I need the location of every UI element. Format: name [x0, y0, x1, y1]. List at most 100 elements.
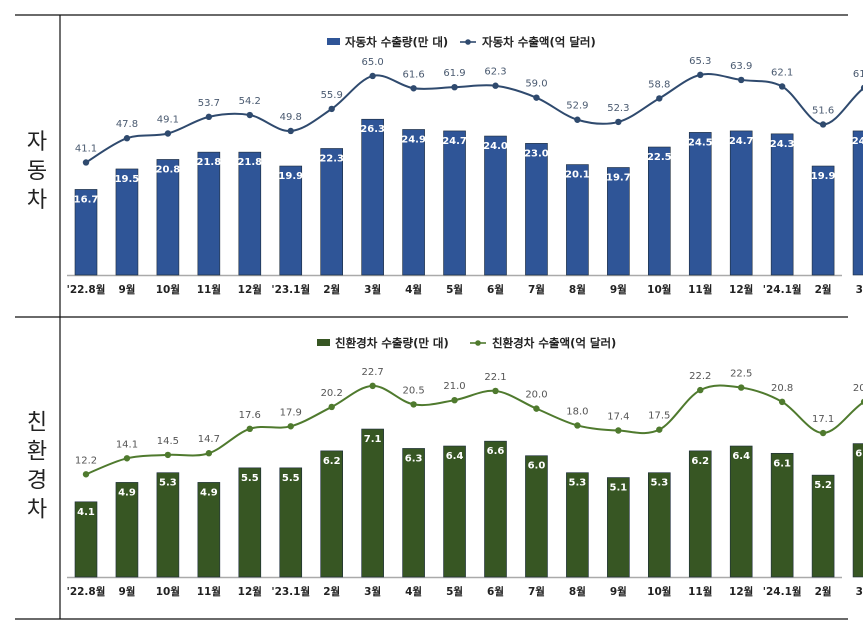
bar-label: 24.7: [852, 136, 863, 147]
bar: [729, 130, 753, 276]
line-point: [451, 396, 458, 404]
line-point: [328, 403, 335, 411]
x-tick-label: 12월: [238, 283, 262, 296]
bar-label: 24.7: [729, 136, 754, 147]
line-label: 20.8: [771, 383, 793, 394]
bar-label: 5.3: [650, 478, 668, 489]
chart-panel-2: 친환경차 4.1 4.9 5.3 4.9 5.5 5.5 6.2 7.1 6.3 6.4 6.6 6.0…: [27, 336, 863, 598]
bar: [647, 472, 671, 578]
bar: [279, 467, 303, 578]
bar-label: 21.8: [237, 157, 262, 168]
x-tick-label: 10월: [647, 585, 671, 598]
bar: [525, 455, 548, 578]
bar: [361, 118, 384, 276]
bar: [688, 450, 712, 578]
line-point: [860, 84, 863, 91]
bar-label: 5.2: [814, 480, 832, 491]
bar-label: 21.8: [197, 157, 222, 168]
line-label: 53.7: [198, 98, 220, 109]
line-label: 17.1: [812, 414, 834, 425]
line-point: [287, 423, 294, 430]
line-label: 52.9: [566, 101, 588, 112]
bar: [852, 443, 863, 578]
line-point: [123, 135, 131, 142]
line-label: 61.7: [853, 69, 863, 80]
line-point: [697, 71, 704, 79]
line-label: 65.3: [689, 56, 711, 67]
line-point: [492, 82, 499, 89]
x-tick-label: 7월: [528, 283, 545, 296]
bar-label: 7.1: [364, 434, 382, 445]
bar: [361, 428, 384, 578]
bar: [238, 151, 262, 276]
line-label: 47.8: [116, 119, 138, 130]
line-label: 22.5: [730, 369, 752, 380]
bar-label: 19.9: [811, 171, 836, 182]
line-point: [656, 95, 663, 102]
bar: [320, 148, 344, 276]
bar-label: 24.7: [442, 136, 467, 147]
line-point: [533, 405, 540, 412]
bar-label: 6.3: [405, 453, 423, 464]
bar-label: 19.5: [115, 174, 140, 185]
x-tick-label: 12월: [238, 585, 262, 598]
bar-label: 24.9: [401, 134, 426, 145]
x-tick-label: 12월: [729, 585, 753, 598]
line-label: 20.8: [853, 383, 863, 394]
x-tick-label: 2월: [815, 585, 832, 598]
bar-label: 23.0: [524, 148, 549, 159]
legend: 친환경차 수출량(만 대) 친환경차 수출액(억 달러): [317, 336, 616, 350]
line-point: [451, 83, 458, 91]
bar: [238, 467, 262, 578]
line-label: 20.0: [525, 390, 547, 401]
x-tick-label: '22.8월: [67, 283, 106, 296]
legend-bar-swatch: [327, 38, 340, 45]
x-tick-label: '24.1월: [763, 283, 802, 296]
line-point: [205, 113, 213, 121]
bar: [279, 165, 303, 276]
line-point: [697, 386, 704, 394]
bar-label: 19.7: [606, 172, 631, 183]
bar: [320, 450, 344, 578]
x-tick-label: 10월: [156, 283, 180, 296]
x-tick-label: '22.8월: [67, 585, 106, 598]
x-tick-label: 8월: [569, 585, 586, 598]
x-tick-label: 11월: [197, 283, 221, 296]
line-point: [246, 425, 253, 433]
line-label: 17.4: [607, 412, 629, 423]
legend-line-marker: [475, 340, 481, 346]
side-label: 친환경차: [27, 411, 47, 523]
legend-bar-swatch: [317, 339, 330, 346]
x-tick-label: 5월: [446, 283, 463, 296]
line-point: [656, 426, 663, 433]
bar: [607, 167, 630, 276]
x-tick-label: 5월: [446, 585, 463, 598]
bar-label: 26.3: [360, 124, 385, 135]
bar-label: 6.4: [732, 451, 750, 462]
line-label: 22.1: [484, 372, 506, 383]
svg-text:자: 자: [27, 130, 47, 155]
line-point: [328, 105, 335, 113]
x-tick-label: 12월: [729, 283, 753, 296]
line-label: 22.7: [362, 367, 384, 378]
x-tick-label: 3월: [364, 283, 381, 296]
line-point: [615, 118, 622, 126]
x-tick-label: '24.1월: [763, 585, 802, 598]
bar-label: 5.3: [569, 478, 587, 489]
line-point: [819, 429, 827, 437]
line-point: [123, 455, 131, 462]
bar-label: 5.1: [609, 483, 627, 494]
legend-line-label: 자동차 수출액(억 달러): [482, 35, 596, 49]
bar: [688, 132, 712, 276]
line-point: [369, 72, 376, 80]
line-label: 21.0: [443, 381, 465, 392]
x-tick-label: 7월: [528, 585, 545, 598]
bar-label: 4.9: [200, 487, 218, 498]
line-point: [819, 121, 827, 128]
x-tick-label: 9월: [610, 283, 627, 296]
bar-label: 20.1: [565, 170, 590, 181]
bar: [74, 501, 98, 578]
svg-text:차: 차: [27, 188, 47, 213]
svg-text:경: 경: [27, 469, 47, 494]
bar: [443, 130, 466, 276]
